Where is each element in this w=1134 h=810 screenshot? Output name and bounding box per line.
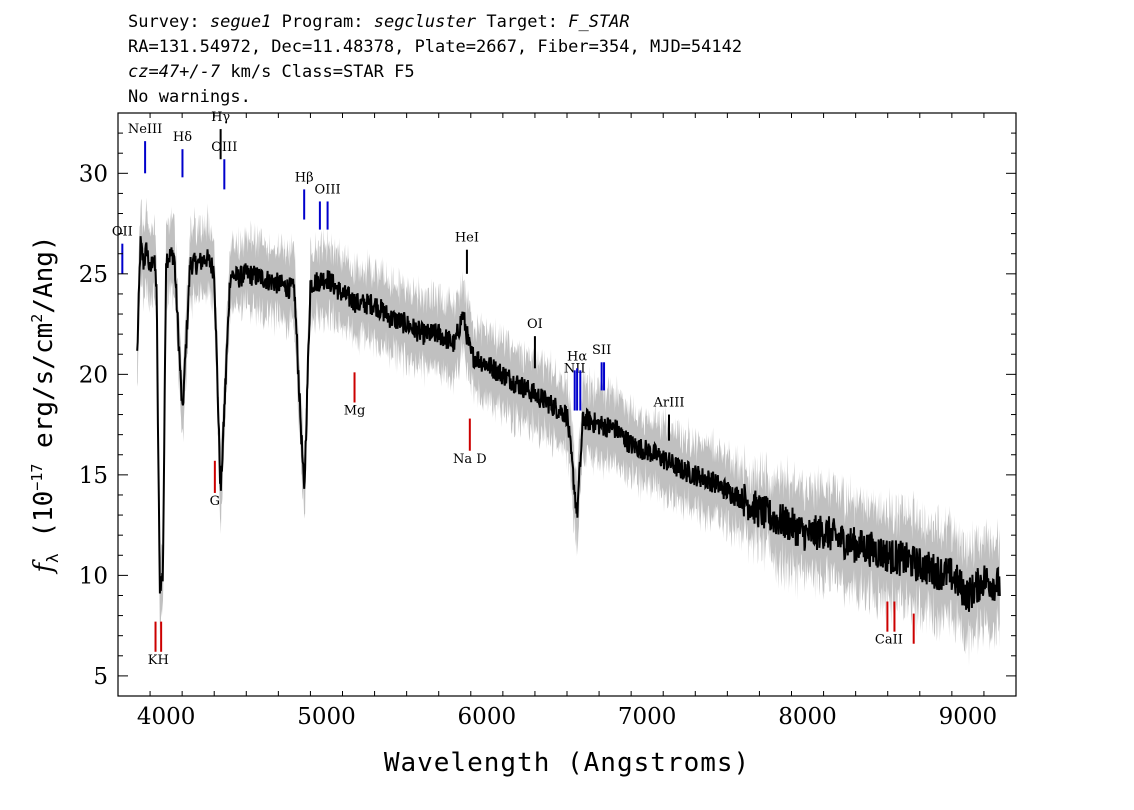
x-tick-label-5: 9000 xyxy=(939,704,998,730)
line-label-1: NeIII xyxy=(128,122,162,137)
target-value: F_STAR xyxy=(568,12,630,32)
x-axis-label: Wavelength (Angstroms) xyxy=(384,748,750,778)
x-tick-label-0: 4000 xyxy=(137,704,196,730)
header-line-1: Survey: segue1 Program: segcluster Targe… xyxy=(128,12,630,32)
line-label-18: G xyxy=(210,494,220,509)
cz-value: cz=47+/-7 xyxy=(128,62,221,82)
y-tick-label-3: 20 xyxy=(79,362,108,388)
line-label-9: OI xyxy=(527,317,543,332)
spectrum-trace xyxy=(136,236,1001,612)
survey-value: segue1 xyxy=(209,12,272,32)
y-tick-label-1: 10 xyxy=(79,563,108,589)
y-tick-label-4: 25 xyxy=(79,262,108,288)
line-label-13: SII xyxy=(592,343,611,358)
line-label-0: OII xyxy=(112,225,133,240)
header-warnings: No warnings. xyxy=(128,87,251,107)
target-label: Target: xyxy=(486,12,558,32)
line-label-7: OIII xyxy=(315,182,341,197)
line-label-8: HeI xyxy=(455,231,479,246)
survey-label: Survey: xyxy=(128,12,200,32)
program-label: Program: xyxy=(281,12,364,32)
line-label-20: Na D xyxy=(453,452,487,467)
line-label-2: Hδ xyxy=(173,130,192,145)
y-tick-label-0: 5 xyxy=(93,664,108,690)
axis-ticks: 4000 5000 6000 7000 8000 9000 5 10 15 20 25 30 xyxy=(79,112,1017,730)
y-tick-label-5: 30 xyxy=(79,161,108,187)
line-label-5: Hβ xyxy=(295,170,314,185)
x-tick-label-3: 7000 xyxy=(618,704,677,730)
class-text: km/s Class=STAR F5 xyxy=(220,62,415,82)
x-tick-label-2: 6000 xyxy=(458,704,517,730)
line-label-3: Hγ xyxy=(211,110,230,125)
y-axis-label: fλ (10−17 erg/s/cm2/Ang) xyxy=(28,235,62,574)
header-line-3: cz=47+/-7 km/s Class=STAR F5 xyxy=(128,62,415,82)
line-label-16: KH xyxy=(148,653,169,668)
program-value: segcluster xyxy=(373,12,477,32)
x-tick-label-1: 5000 xyxy=(297,704,356,730)
svg-text:fλ (10−17 erg/s/cm2/Ang): fλ (10−17 erg/s/cm2/Ang) xyxy=(28,235,62,574)
line-label-21: CaII xyxy=(875,633,903,648)
header-line-2: RA=131.54972, Dec=11.48378, Plate=2667, … xyxy=(128,37,743,57)
line-label-15: ArIII xyxy=(652,396,684,411)
line-label-4: OIII xyxy=(211,140,237,155)
line-label-19: Mg xyxy=(344,404,366,419)
spectrum-line xyxy=(136,236,1001,612)
line-label-11: Hα xyxy=(567,349,587,364)
y-tick-label-2: 15 xyxy=(79,463,108,489)
x-tick-label-4: 8000 xyxy=(778,704,837,730)
